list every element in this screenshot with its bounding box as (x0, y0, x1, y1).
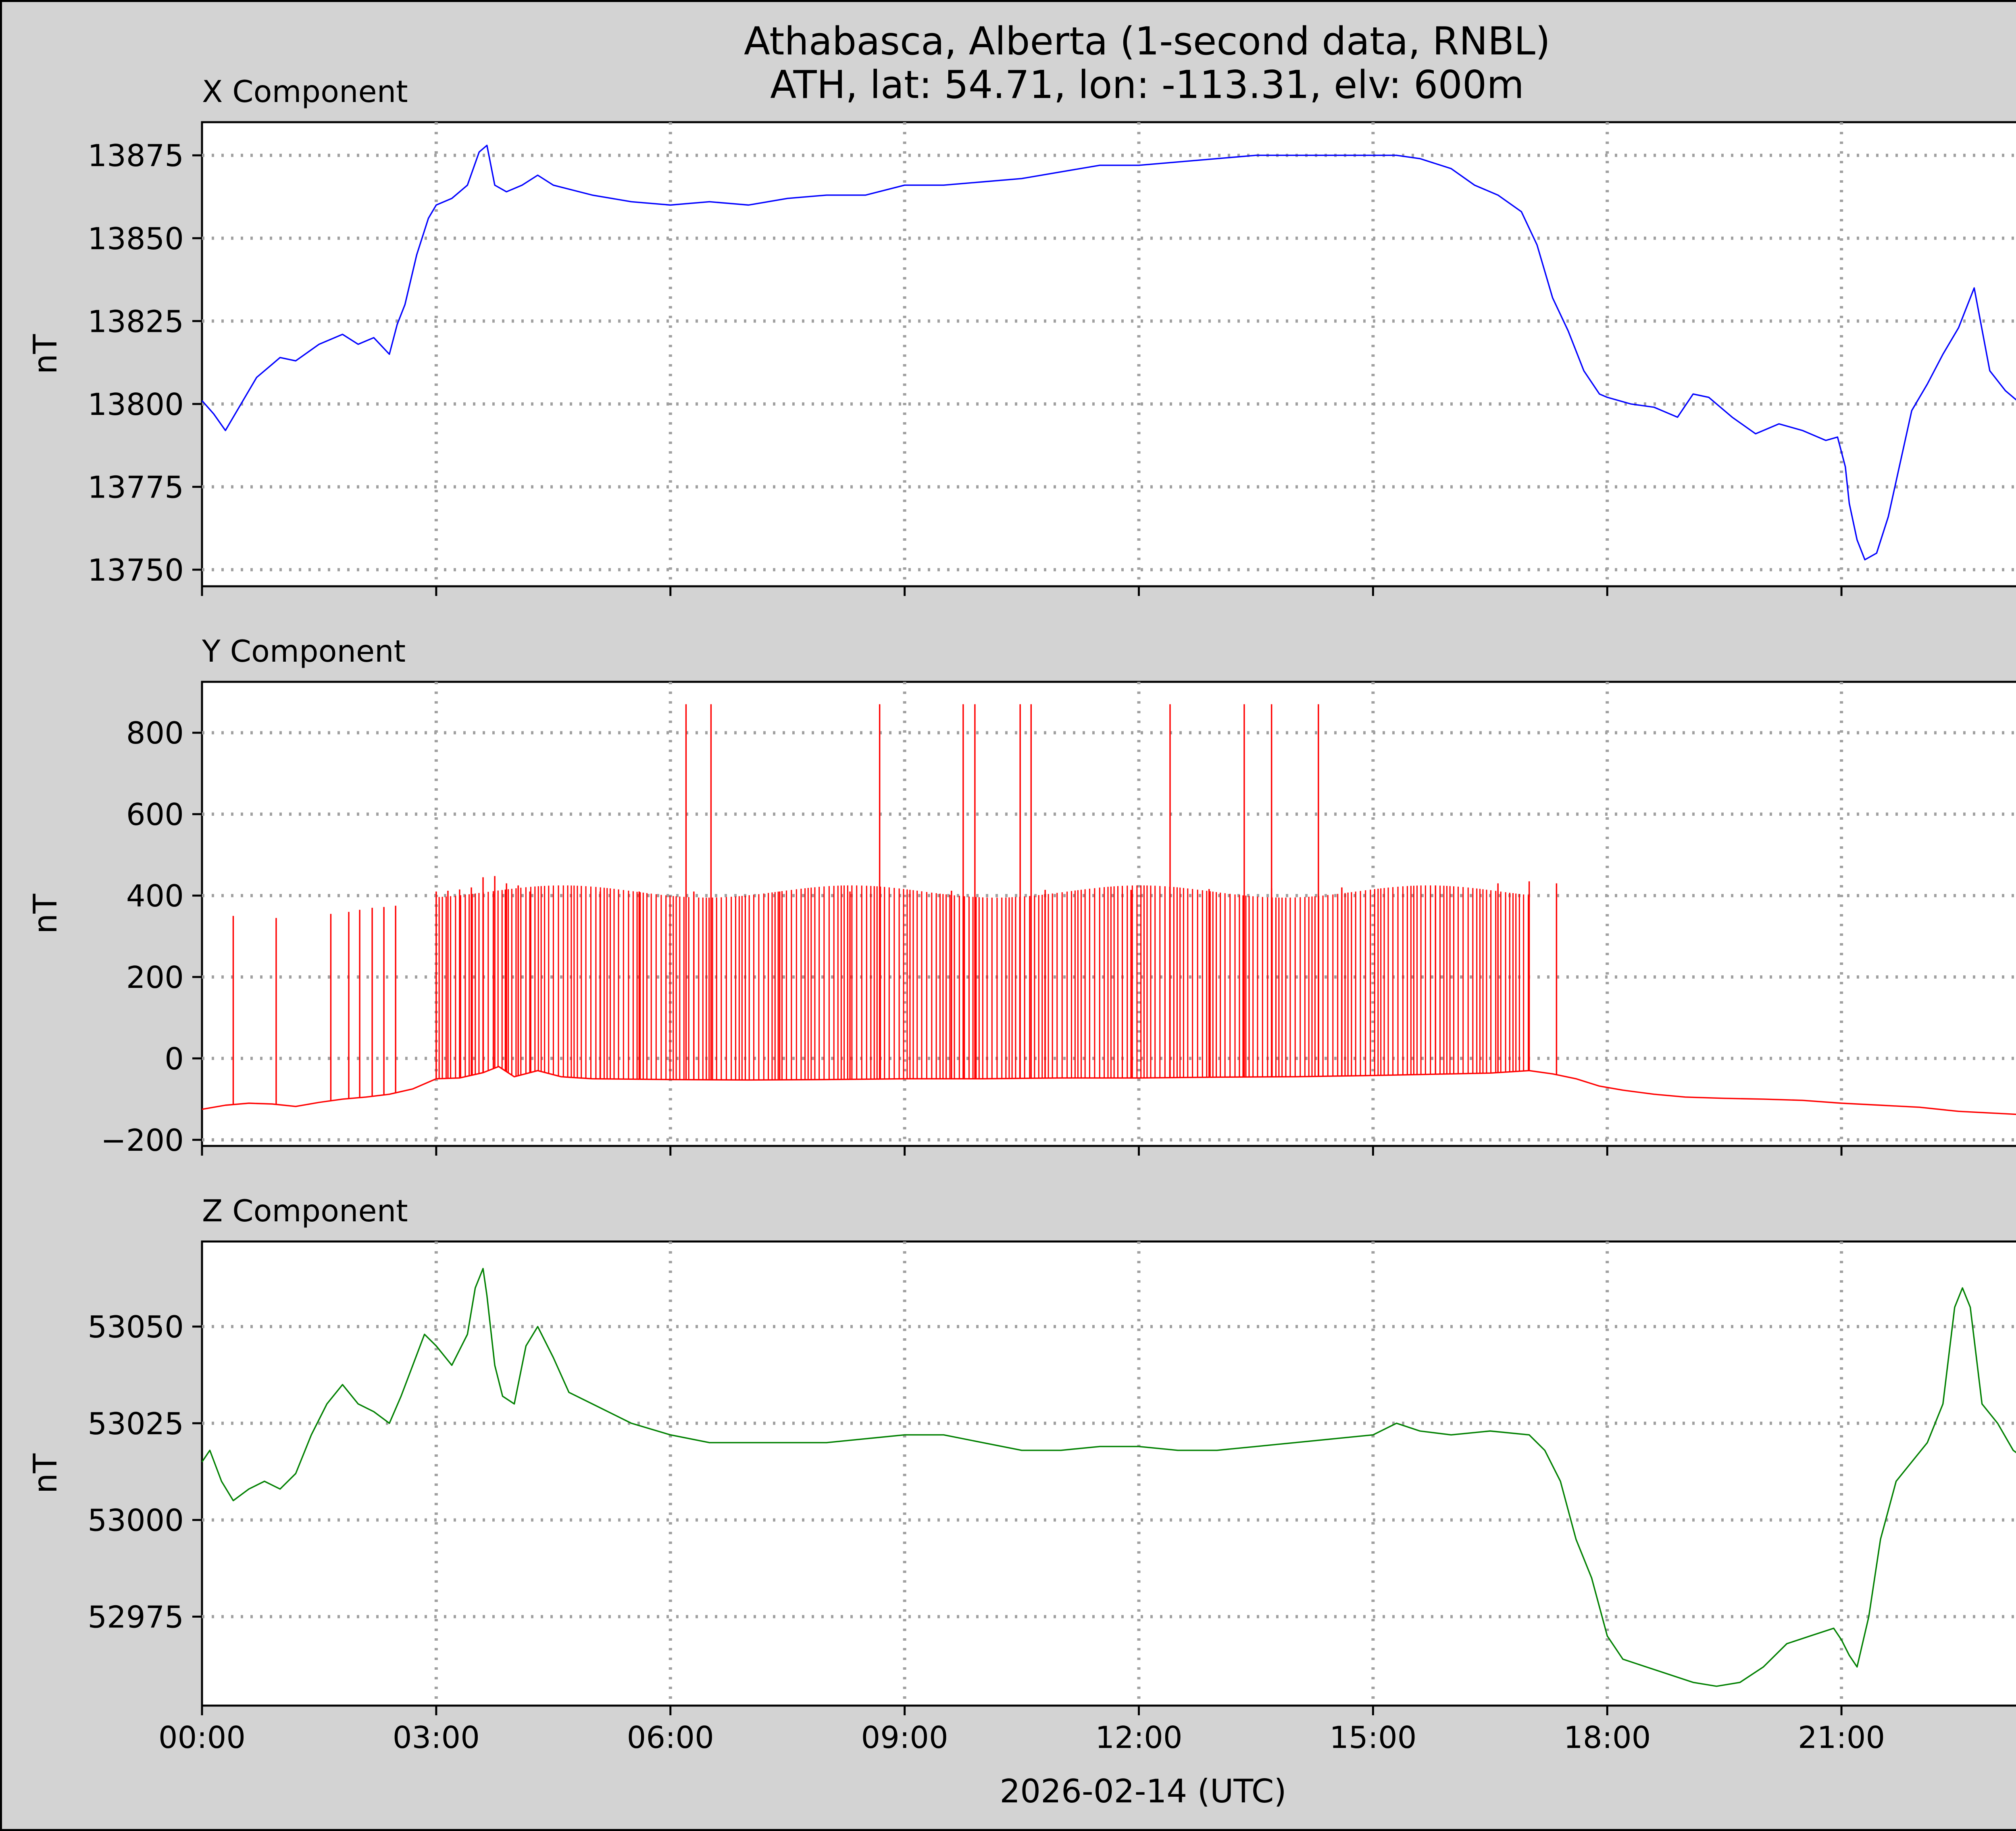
y-tick-label: 600 (126, 797, 184, 832)
x-tick-label: 15:00 (1329, 1720, 1416, 1755)
figure-title-line2: ATH, lat: 54.71, lon: -113.31, elv: 600m (770, 63, 1524, 107)
panel-3: Z Component nT 00:00 03:00 06:00 09:00 12:00 15… (27, 1193, 2016, 1755)
x-tick-label: 09:00 (861, 1720, 948, 1755)
y-tick-label: 53000 (87, 1503, 184, 1538)
y-tick-label: −200 (101, 1123, 184, 1158)
figure-title-line1: Athabasca, Alberta (1-second data, RNBL) (744, 19, 1550, 64)
y-tick-label: 13875 (87, 138, 184, 173)
plot-area (201, 121, 2016, 587)
x-tick-label: 06:00 (627, 1720, 714, 1755)
y-tick-label: 0 (165, 1041, 184, 1077)
plot-area (201, 681, 2016, 1147)
y-tick-label: 400 (126, 878, 184, 914)
plot-area (201, 1240, 2016, 1707)
y-tick-label: 13775 (87, 469, 184, 505)
series-line (202, 1066, 2016, 1115)
series-line (201, 144, 2016, 560)
panel-title: Y Component (202, 633, 406, 669)
y-axis-label: nT (27, 334, 64, 375)
y-tick-label: 13750 (87, 552, 184, 588)
series-line (201, 1268, 2016, 1687)
y-tick-label: 53050 (87, 1309, 184, 1345)
y-axis-label: nT (27, 894, 64, 934)
y-tick-label: 13825 (87, 304, 184, 339)
x-tick-label: 21:00 (1798, 1720, 1885, 1755)
y-tick-label: 13850 (87, 221, 184, 256)
x-tick-label: 03:00 (393, 1720, 480, 1755)
y-axis-label: nT (27, 1453, 64, 1494)
y-tick-label: 53025 (87, 1406, 184, 1441)
figure-xlabel: 2026-02-14 (UTC) (1000, 1773, 1286, 1810)
panel-1: X Component nT 13750 13775 13800 13825 13850 13… (27, 74, 2016, 596)
y-tick-label: 13800 (87, 387, 184, 422)
y-tick-label: 52975 (87, 1599, 184, 1635)
panel-2: Y Component nT −200 0 200 400 600 800 (27, 633, 2016, 1158)
x-tick-label: 18:00 (1564, 1720, 1651, 1755)
panel-title: Z Component (202, 1193, 408, 1229)
y-tick-label: 200 (126, 960, 184, 995)
x-tick-label: 12:00 (1095, 1720, 1182, 1755)
y-tick-label: 800 (126, 715, 184, 751)
panel-title: X Component (202, 74, 408, 109)
x-tick-label: 00:00 (158, 1720, 246, 1755)
spike-band (232, 704, 1558, 1105)
